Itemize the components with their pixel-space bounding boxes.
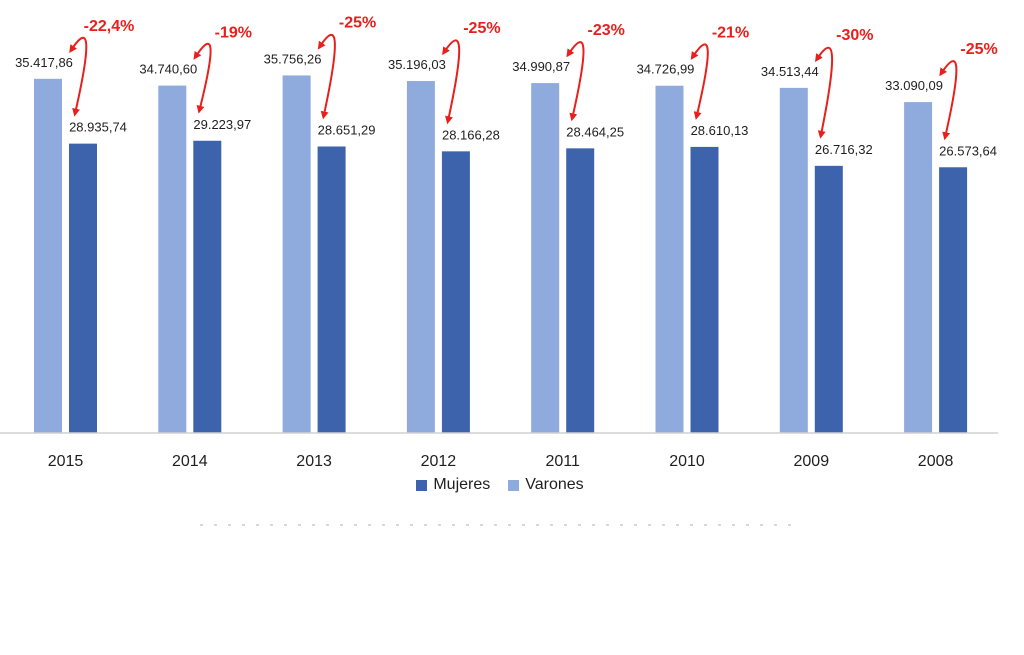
legend: Mujeres Varones — [0, 476, 1000, 494]
bar-mujeres-2013 — [317, 146, 346, 433]
category-label-2013: 2013 — [296, 453, 332, 470]
value-label-varones-2009: 34.513,44 — [761, 64, 819, 79]
bar-varones-2008 — [904, 102, 933, 434]
bar-varones-2010 — [655, 85, 684, 433]
category-label-2011: 2011 — [545, 453, 580, 470]
gap-arrow-2010 — [690, 43, 709, 120]
bar-varones-2015 — [34, 78, 62, 433]
value-label-varones-2011: 34.990,87 — [512, 59, 570, 74]
bar-varones-2011 — [531, 83, 560, 433]
legend-swatch-varones — [508, 479, 520, 491]
gap-arrow-2011 — [566, 41, 585, 122]
gap-arrow-2009 — [815, 46, 834, 139]
gap-percent-2010: -21% — [712, 25, 749, 42]
category-label-2014: 2014 — [172, 453, 208, 470]
gap-percent-2011: -23% — [588, 22, 625, 39]
category-label-2008: 2008 — [918, 453, 954, 470]
gap-arrow-2013 — [317, 33, 336, 120]
value-label-mujeres-2011: 28.464,25 — [566, 124, 624, 139]
gap-percent-2015: -22,4% — [84, 18, 135, 35]
value-label-varones-2012: 35.196,03 — [388, 57, 446, 72]
legend-label-mujeres: Mujeres — [433, 476, 491, 493]
gap-percent-2014: -19% — [215, 25, 252, 42]
value-label-mujeres-2015: 28.935,74 — [69, 120, 127, 135]
legend-swatch-mujeres — [416, 479, 428, 491]
category-label-2010: 2010 — [669, 453, 705, 470]
value-label-varones-2013: 35.756,26 — [264, 51, 322, 66]
gap-arrow-2014 — [193, 42, 212, 114]
legend-item-mujeres: Mujeres — [416, 476, 490, 494]
value-label-mujeres-2008: 26.573,64 — [939, 143, 997, 158]
bar-mujeres-2009 — [814, 165, 843, 434]
bar-mujeres-2014 — [193, 140, 222, 433]
bar-varones-2012 — [406, 81, 435, 433]
bar-mujeres-2011 — [566, 148, 595, 434]
value-label-mujeres-2012: 28.166,28 — [442, 127, 500, 142]
category-label-2015: 2015 — [48, 453, 84, 470]
gap-percent-2012: -25% — [463, 20, 500, 37]
bar-chart: 35.417,86 28.935,74 2015 34.740,60 29.223,97… — [0, 14, 998, 470]
category-label-2009: 2009 — [794, 453, 830, 470]
value-label-varones-2014: 34.740,60 — [139, 62, 197, 77]
bar-mujeres-2008 — [939, 167, 968, 433]
legend-item-varones: Varones — [508, 476, 584, 494]
bar-mujeres-2010 — [690, 146, 719, 434]
value-label-mujeres-2009: 26.716,32 — [815, 142, 873, 157]
gap-arrow-2015 — [69, 36, 88, 117]
value-label-mujeres-2014: 29.223,97 — [193, 117, 251, 132]
bar-mujeres-2015 — [69, 143, 97, 434]
category-label-2012: 2012 — [421, 453, 457, 470]
bar-mujeres-2012 — [441, 151, 470, 433]
value-label-varones-2010: 34.726,99 — [637, 62, 695, 77]
value-label-varones-2015: 35.417,86 — [15, 55, 73, 70]
bar-varones-2013 — [282, 75, 311, 433]
faint-divider — [200, 524, 800, 526]
gap-arrow-2012 — [442, 39, 461, 125]
value-label-mujeres-2013: 28.651,29 — [318, 122, 376, 137]
value-label-mujeres-2010: 28.610,13 — [691, 123, 749, 138]
gap-arrow-2008 — [939, 60, 958, 141]
legend-label-varones: Varones — [525, 476, 584, 493]
bar-varones-2014 — [158, 85, 187, 434]
gap-percent-2009: -30% — [836, 27, 873, 44]
gap-percent-2008: -25% — [960, 41, 997, 58]
gap-percent-2013: -25% — [339, 14, 376, 31]
value-label-varones-2008: 33.090,09 — [885, 78, 943, 93]
bar-varones-2009 — [779, 87, 808, 433]
